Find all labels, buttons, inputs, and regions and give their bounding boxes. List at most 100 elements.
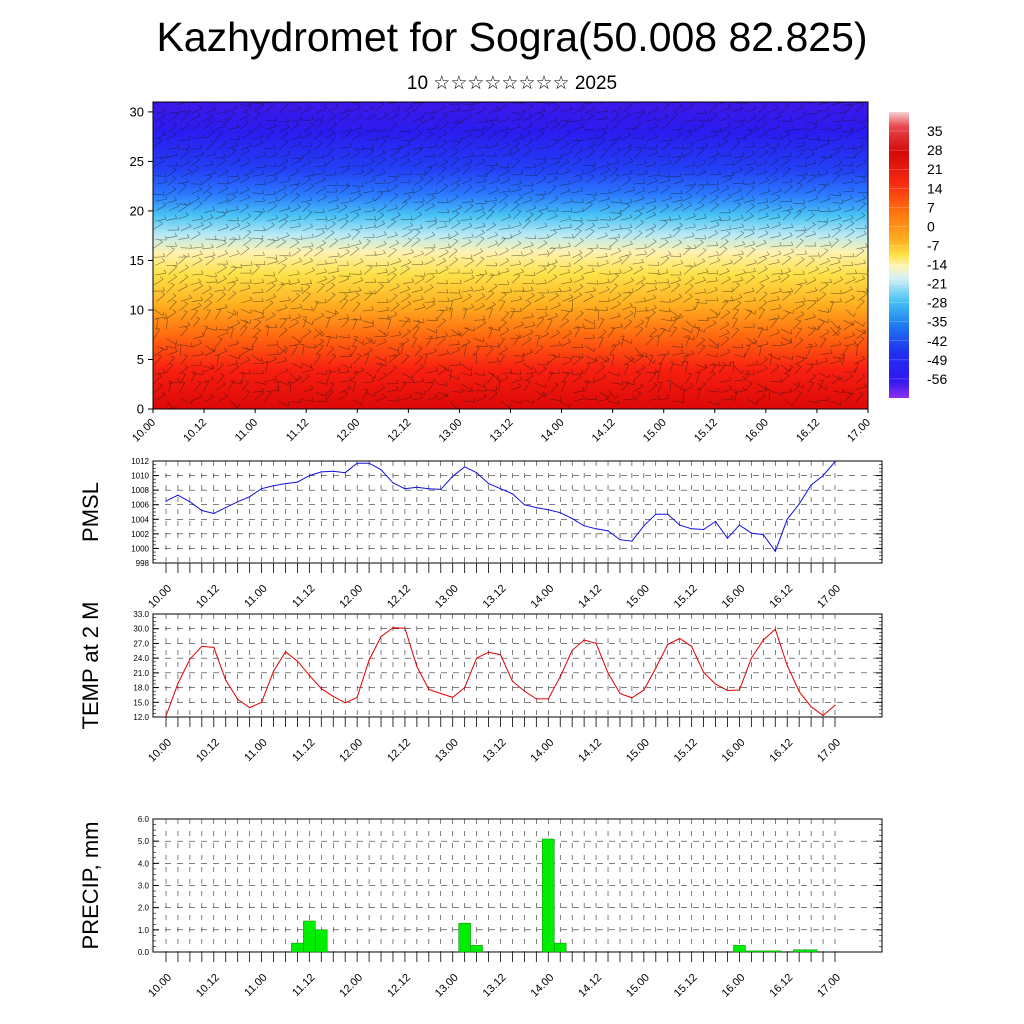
- wind-barb: [747, 399, 758, 405]
- wind-barb-flag: [739, 166, 743, 170]
- wind-barb-flag: [643, 297, 646, 302]
- wind-barb-flag: [610, 326, 615, 329]
- wind-barb: [572, 373, 584, 375]
- pmsl-point: [583, 525, 585, 527]
- wind-barb-flag: [312, 397, 314, 402]
- wind-barb: [290, 218, 302, 222]
- wind-barb-flag: [396, 283, 400, 287]
- wind-barb: [239, 224, 251, 231]
- wind-barb-flag: [862, 159, 867, 163]
- wind-barb-flag: [839, 191, 841, 196]
- wind-barb-flag: [471, 274, 475, 279]
- wind-barb: [610, 175, 620, 184]
- wind-barb: [548, 354, 560, 358]
- wind-barb: [265, 131, 274, 140]
- wind-barb-flag: [592, 106, 596, 110]
- wind-barb: [252, 136, 264, 141]
- wind-barb-flag: [715, 202, 719, 206]
- wind-barb: [423, 117, 434, 123]
- wind-barb-flag: [813, 159, 817, 164]
- wind-barb: [315, 372, 327, 375]
- wind-barb: [279, 126, 290, 133]
- wind-barb: [473, 338, 484, 342]
- wind-barb: [423, 155, 435, 158]
- wind-barb: [633, 182, 645, 185]
- wind-barb: [694, 292, 706, 294]
- wind-barb: [682, 105, 693, 112]
- wind-barb: [721, 133, 731, 141]
- wind-barb: [831, 377, 841, 384]
- wind-barb-flag: [597, 262, 599, 267]
- wind-barb-flag: [398, 331, 402, 335]
- wind-barb: [745, 262, 757, 267]
- wind-barb: [780, 105, 789, 114]
- wind-barb-flag: [287, 381, 292, 383]
- wind-barb-flag: [267, 391, 272, 393]
- wind-barb: [265, 314, 276, 321]
- wind-barb-flag: [490, 209, 495, 212]
- x-tick-label: 12.00: [337, 972, 365, 1000]
- wind-barb: [635, 247, 647, 250]
- wind-barb-flag: [781, 341, 783, 346]
- wind-barb-flag: [461, 388, 463, 393]
- pmsl-point: [643, 525, 645, 527]
- wind-barb: [426, 319, 438, 322]
- wind-barb-flag: [654, 123, 658, 127]
- wind-barb: [153, 223, 163, 230]
- wind-barb: [351, 399, 362, 406]
- wind-barb-flag: [406, 265, 410, 269]
- wind-barb-flag: [604, 232, 608, 236]
- wind-barb: [387, 249, 397, 258]
- wind-barb-flag: [481, 151, 485, 156]
- wind-barb-flag: [272, 293, 277, 297]
- wind-barb: [450, 213, 460, 221]
- wind-barb: [401, 396, 412, 401]
- pmsl-point: [631, 540, 633, 542]
- temp-point: [476, 657, 478, 659]
- wind-barb-flag: [287, 402, 289, 407]
- wind-barb: [547, 276, 558, 284]
- wind-barb-flag: [347, 150, 351, 155]
- wind-barb-flag: [617, 247, 622, 252]
- wind-barb: [451, 329, 461, 337]
- pmsl-point: [738, 524, 741, 526]
- wind-barb-flag: [558, 243, 561, 248]
- wind-barb: [265, 103, 274, 113]
- x-tick-label: 11.12: [284, 417, 311, 444]
- wind-barb-flag: [311, 242, 314, 247]
- precip-bar: [804, 949, 818, 953]
- wind-barb: [241, 372, 245, 384]
- wind-barb: [313, 117, 325, 123]
- colorbar-label: 7: [927, 199, 935, 215]
- wind-barb: [597, 226, 609, 229]
- wind-barb-flag: [183, 354, 188, 357]
- wind-barb-flag: [175, 242, 177, 247]
- wind-barb: [167, 350, 178, 356]
- wind-barb-flag: [432, 95, 435, 98]
- wind-barb: [854, 363, 859, 375]
- wind-barb-flag: [754, 310, 756, 315]
- wind-barb: [731, 284, 740, 293]
- wind-barb-flag: [360, 224, 363, 229]
- wind-barb-flag: [590, 228, 595, 232]
- wind-barb-flag: [760, 283, 765, 287]
- wind-barb: [388, 175, 400, 178]
- wind-barb: [165, 134, 177, 140]
- wind-barb-flag: [446, 279, 448, 284]
- wind-barb: [427, 370, 438, 374]
- wind-barb: [694, 299, 700, 310]
- wind-barb-flag: [774, 93, 777, 95]
- wind-barb: [436, 395, 448, 401]
- wind-barb-flag: [547, 361, 549, 365]
- wind-barb-flag: [789, 339, 793, 343]
- wind-barb: [375, 285, 384, 294]
- wind-barb: [352, 319, 358, 330]
- wind-barb-flag: [348, 272, 351, 277]
- wind-barb-flag: [742, 375, 746, 380]
- wind-barb: [364, 161, 375, 167]
- wind-barb: [672, 133, 683, 141]
- wind-barb: [488, 327, 500, 331]
- wind-barb-flag: [418, 147, 422, 150]
- wind-barb-flag: [407, 157, 411, 161]
- wind-barb: [425, 276, 435, 283]
